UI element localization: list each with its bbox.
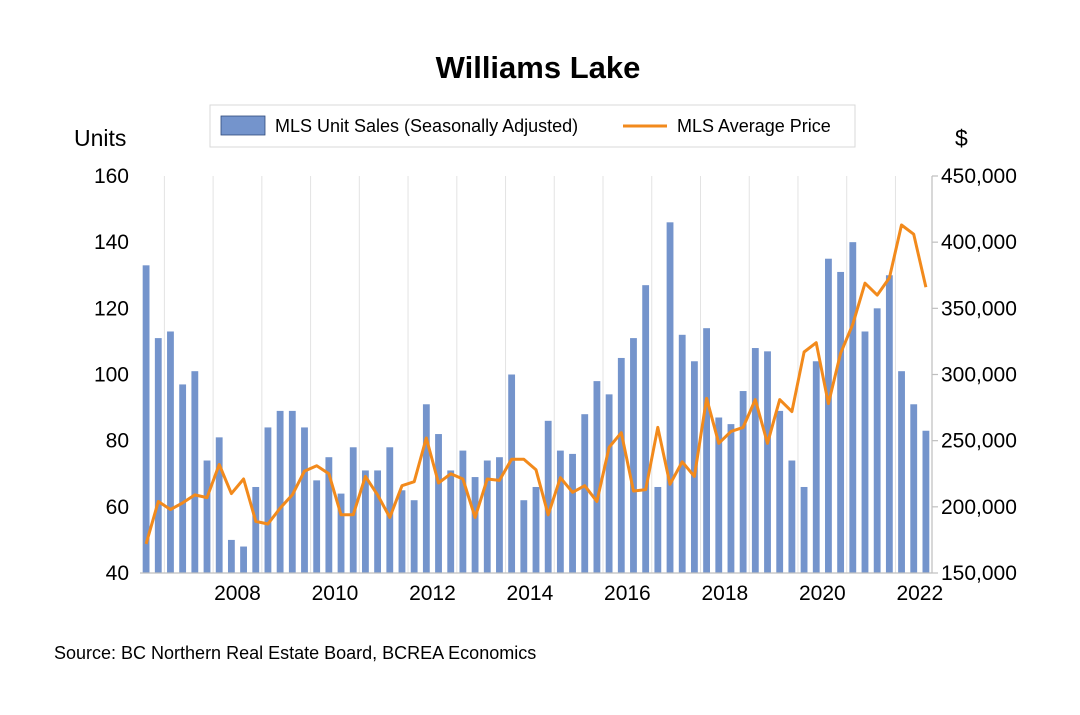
- sales-bar: [678, 334, 686, 573]
- sales-bar: [837, 271, 845, 573]
- sales-bar: [179, 384, 187, 573]
- axes: 2008 2010 2012 2014 2016 2018 2020 2022 40 60 80 10…: [94, 165, 1017, 605]
- sales-bar: [703, 328, 710, 573]
- sales-bar: [264, 427, 272, 573]
- sales-bar: [167, 331, 174, 573]
- price-line: [144, 223, 928, 545]
- sales-bar: [593, 381, 601, 573]
- sales-bar: [154, 338, 162, 573]
- sales-bar: [764, 351, 771, 573]
- left-tick-label: 60: [106, 496, 129, 519]
- legend-label-price: MLS Average Price: [677, 116, 831, 136]
- sales-bar: [362, 470, 369, 573]
- sales-bar: [483, 460, 491, 573]
- sales-bar: [922, 430, 930, 573]
- sales-bar: [240, 546, 247, 573]
- sales-bar: [435, 434, 442, 573]
- left-tick-label: 140: [94, 231, 129, 254]
- sales-bar: [325, 457, 333, 573]
- legend-label-sales: MLS Unit Sales (Seasonally Adjusted): [275, 116, 578, 136]
- sales-bar: [520, 500, 528, 573]
- sales-bar: [252, 486, 260, 573]
- sales-bar: [825, 258, 832, 573]
- left-tick-label: 100: [94, 364, 129, 387]
- sales-bar: [605, 394, 613, 573]
- sales-bar: [727, 424, 735, 573]
- sales-bar: [776, 410, 784, 573]
- sales-bar: [447, 470, 455, 573]
- price-line-group: [144, 223, 928, 545]
- gridlines: [163, 176, 896, 573]
- sales-bar: [203, 460, 211, 573]
- right-axis-label: $: [955, 125, 968, 151]
- sales-bar: [410, 500, 418, 573]
- right-tick-label: 150,000: [941, 562, 1017, 585]
- right-tick-label: 350,000: [941, 297, 1017, 320]
- sales-bar: [191, 371, 199, 573]
- x-tick-label: 2016: [604, 582, 651, 605]
- sales-bar: [788, 460, 796, 573]
- sales-bar: [654, 486, 662, 573]
- sales-bar: [313, 480, 321, 573]
- legend-bar-swatch: [220, 115, 266, 136]
- legend: MLS Unit Sales (Seasonally Adjusted) MLS…: [209, 104, 856, 148]
- x-tick-label: 2010: [312, 582, 359, 605]
- right-tick-label: 400,000: [941, 231, 1017, 254]
- x-tick-label: 2020: [799, 582, 846, 605]
- sales-bar: [227, 539, 235, 573]
- sales-bar: [642, 285, 650, 573]
- sales-bar: [422, 404, 430, 573]
- x-tick-label: 2022: [896, 582, 943, 605]
- right-tick-label: 250,000: [941, 430, 1017, 453]
- left-axis-label: Units: [74, 125, 126, 151]
- sales-bar: [715, 417, 723, 573]
- sales-bar: [739, 391, 747, 573]
- sales-bar: [569, 453, 576, 573]
- right-tick-label: 200,000: [941, 496, 1017, 519]
- x-tick-label: 2008: [214, 582, 261, 605]
- sales-bar: [898, 371, 905, 573]
- sales-bar: [910, 404, 918, 573]
- x-tick-label: 2018: [702, 582, 749, 605]
- sales-bar: [812, 361, 820, 573]
- right-tick-label: 300,000: [941, 364, 1017, 387]
- sales-bar: [885, 275, 893, 573]
- sales-bar: [337, 493, 345, 573]
- left-tick-label: 40: [106, 562, 129, 585]
- sales-bar: [471, 477, 479, 573]
- sales-bar: [544, 420, 552, 573]
- sales-bar: [459, 450, 467, 573]
- legend-box: [209, 104, 856, 148]
- sales-bar: [617, 357, 625, 573]
- sales-bar: [276, 410, 284, 573]
- sales-bar: [666, 222, 674, 574]
- sales-bar: [386, 447, 394, 573]
- x-tick-label: 2014: [507, 582, 554, 605]
- sales-bar: [861, 331, 869, 573]
- sales-bar: [630, 338, 637, 573]
- sales-bar: [532, 486, 540, 573]
- sales-bar: [142, 265, 150, 573]
- left-tick-label: 160: [94, 165, 129, 188]
- sales-bar: [849, 242, 857, 573]
- sales-bar: [751, 348, 759, 573]
- sales-bar: [398, 490, 406, 573]
- chart-title: Williams Lake: [436, 50, 641, 85]
- source-note: Source: BC Northern Real Estate Board, B…: [54, 643, 536, 663]
- sales-bar: [374, 470, 382, 573]
- sales-bar: [301, 427, 308, 573]
- sales-bar: [508, 374, 516, 573]
- right-tick-label: 450,000: [941, 165, 1017, 188]
- sales-bar: [215, 437, 223, 573]
- sales-bar: [556, 450, 564, 573]
- x-tick-label: 2012: [409, 582, 456, 605]
- sales-bar: [496, 457, 503, 573]
- sales-bar: [873, 308, 881, 573]
- sales-bar: [800, 486, 808, 573]
- left-tick-label: 120: [94, 297, 129, 320]
- left-tick-label: 80: [106, 430, 129, 453]
- sales-bar: [581, 414, 589, 573]
- sales-bars: [142, 222, 930, 574]
